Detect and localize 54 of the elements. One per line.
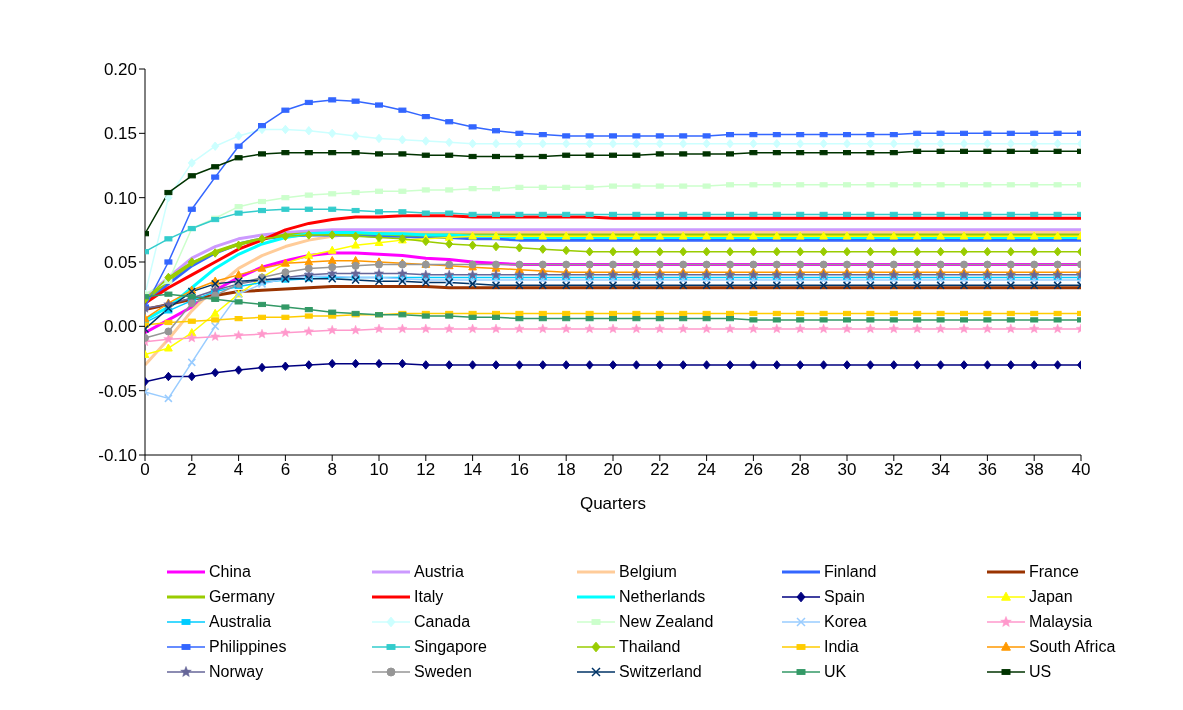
y-tick-label: -0.10	[98, 446, 137, 466]
x-tick-label: 28	[790, 460, 810, 480]
x-tick-label: 18	[556, 460, 576, 480]
legend-label: New Zealand	[619, 612, 714, 631]
x-tick-label: 2	[187, 460, 197, 480]
legend-label: Sweden	[414, 662, 472, 681]
y-tick-label: 0.00	[103, 317, 137, 337]
x-tick-label: 12	[416, 460, 436, 480]
y-tick-label: 0.15	[103, 124, 137, 144]
legend-label: Germany	[209, 587, 275, 606]
legend-label: India	[824, 637, 859, 656]
legend-label: Canada	[414, 612, 471, 631]
x-tick-label: 22	[650, 460, 670, 480]
legend-label: South Africa	[1029, 637, 1116, 656]
x-tick-label: 14	[463, 460, 483, 480]
legend-label: Malaysia	[1029, 612, 1093, 631]
legend-label: Singapore	[414, 637, 487, 656]
x-tick-label: 0	[140, 460, 150, 480]
legend-label: Netherlands	[619, 587, 706, 606]
x-tick-label: 32	[884, 460, 904, 480]
x-tick-label: 36	[977, 460, 997, 480]
y-tick-label: 0.20	[103, 60, 137, 80]
legend-label: Finland	[824, 562, 877, 581]
legend-label: Philippines	[209, 637, 287, 656]
x-tick-label: 24	[697, 460, 717, 480]
legend-label: China	[209, 562, 251, 581]
legend-label: Italy	[414, 587, 444, 606]
x-tick-label: 6	[280, 460, 291, 480]
x-tick-label: 34	[931, 460, 951, 480]
x-tick-label: 38	[1024, 460, 1044, 480]
x-tick-label: 4	[233, 460, 244, 480]
legend-label: UK	[824, 662, 847, 681]
legend-label: Belgium	[619, 562, 677, 581]
x-tick-label: 26	[743, 460, 763, 480]
y-tick-label: 0.05	[103, 253, 137, 273]
legend-label: France	[1029, 562, 1079, 581]
x-axis-title: Quarters	[579, 494, 647, 513]
x-tick-label: 40	[1071, 460, 1091, 480]
y-tick-label: -0.05	[98, 381, 137, 401]
legend-label: US	[1029, 662, 1052, 681]
x-tick-label: 30	[837, 460, 857, 480]
x-tick-label: 20	[603, 460, 623, 480]
y-tick-label: 0.10	[103, 188, 137, 208]
x-tick-label: 8	[327, 460, 337, 480]
x-tick-label: 16	[509, 460, 529, 480]
legend-label: Australia	[209, 612, 272, 631]
legend-label: Japan	[1029, 587, 1073, 606]
legend-label: Spain	[824, 587, 865, 606]
legend-label: Norway	[209, 662, 264, 681]
legend-label: Switzerland	[619, 662, 702, 681]
x-tick-label: 10	[369, 460, 389, 480]
legend-label: Austria	[414, 562, 464, 581]
legend-label: Thailand	[619, 637, 681, 656]
legend-label: Korea	[824, 612, 867, 631]
